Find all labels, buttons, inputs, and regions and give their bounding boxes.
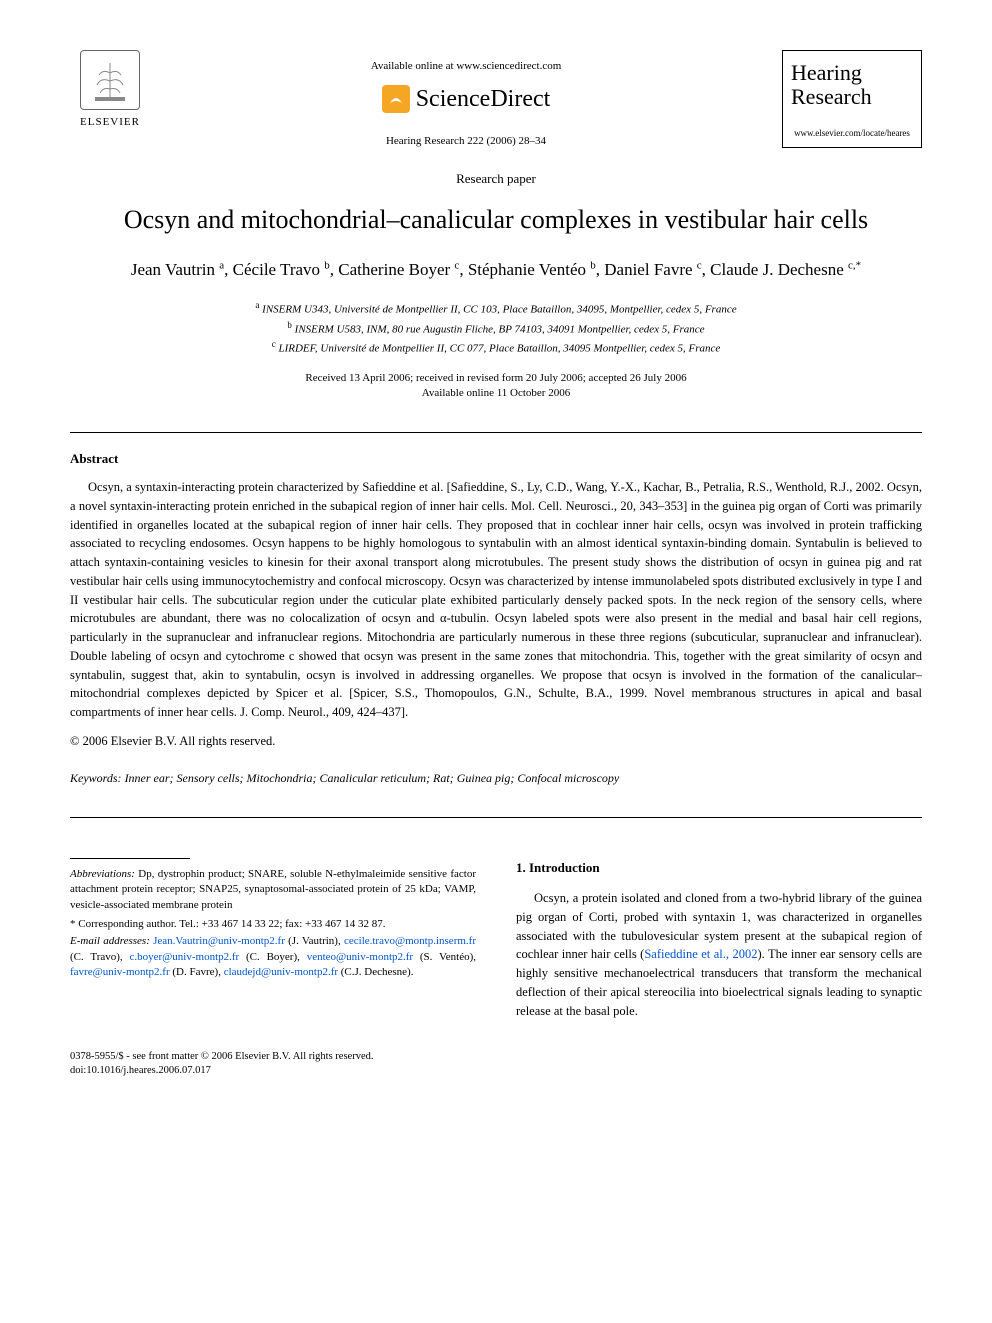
dates-block: Received 13 April 2006; received in revi… [70, 371, 922, 402]
dates-online: Available online 11 October 2006 [70, 386, 922, 401]
email-label: E-mail addresses: [70, 935, 150, 947]
keywords-label: Keywords: [70, 771, 122, 785]
keywords-text: Inner ear; Sensory cells; Mitochondria; … [122, 771, 620, 785]
journal-cover-title: Hearing Research [791, 61, 913, 109]
divider [70, 432, 922, 433]
elsevier-name: ELSEVIER [80, 114, 140, 131]
header-row: ELSEVIER Available online at www.science… [70, 50, 922, 149]
abstract-heading: Abstract [70, 449, 922, 469]
center-header: Available online at www.sciencedirect.co… [150, 50, 782, 149]
intro-heading: 1. Introduction [516, 858, 922, 878]
corr-label: * Corresponding author. [70, 918, 177, 930]
email-link[interactable]: Jean.Vautrin@univ-montp2.fr [153, 935, 285, 947]
email-link[interactable]: favre@univ-montp2.fr [70, 966, 170, 978]
sciencedirect-text: ScienceDirect [416, 81, 551, 117]
abbreviations-footnote: Abbreviations: Dp, dystrophin product; S… [70, 867, 476, 913]
left-column: Abbreviations: Dp, dystrophin product; S… [70, 858, 476, 1021]
affiliations: a INSERM U343, Université de Montpellier… [70, 299, 922, 356]
page-container: ELSEVIER Available online at www.science… [0, 0, 992, 1118]
abbrev-label: Abbreviations: [70, 868, 135, 880]
intro-paragraph: Ocsyn, a protein isolated and cloned fro… [516, 889, 922, 1020]
available-online-text: Available online at www.sciencedirect.co… [150, 58, 782, 75]
email-link[interactable]: c.boyer@univ-montp2.fr [129, 951, 239, 963]
email-footnote: E-mail addresses: Jean.Vautrin@univ-mont… [70, 934, 476, 980]
corr-text: Tel.: +33 467 14 33 22; fax: +33 467 14 … [177, 918, 386, 930]
sciencedirect-icon [382, 85, 410, 113]
abstract-copyright: © 2006 Elsevier B.V. All rights reserved… [70, 732, 922, 751]
two-column-layout: Abbreviations: Dp, dystrophin product; S… [70, 858, 922, 1021]
footer-line2: doi:10.1016/j.heares.2006.07.017 [70, 1064, 922, 1078]
elsevier-logo: ELSEVIER [70, 50, 150, 140]
email-link[interactable]: cecile.travo@montp.inserm.fr [344, 935, 476, 947]
intro-citation-link[interactable]: Safieddine et al., 2002 [644, 947, 757, 961]
corresponding-footnote: * Corresponding author. Tel.: +33 467 14… [70, 917, 476, 932]
footer-bar: 0378-5955/$ - see front matter © 2006 El… [70, 1050, 922, 1077]
sciencedirect-logo: ScienceDirect [382, 81, 551, 117]
elsevier-tree-icon [80, 50, 140, 110]
right-column: 1. Introduction Ocsyn, a protein isolate… [516, 858, 922, 1021]
email-link[interactable]: claudejd@univ-montp2.fr [224, 966, 338, 978]
journal-url: www.elsevier.com/locate/heares [791, 127, 913, 141]
abstract-body: Ocsyn, a syntaxin-interacting protein ch… [70, 478, 922, 722]
footnote-rule [70, 858, 190, 859]
journal-reference: Hearing Research 222 (2006) 28–34 [150, 133, 782, 150]
email-link[interactable]: venteo@univ-montp2.fr [307, 951, 413, 963]
keywords-line: Keywords: Inner ear; Sensory cells; Mito… [70, 769, 922, 787]
paper-title: Ocsyn and mitochondrial–canalicular comp… [70, 203, 922, 237]
dates-received: Received 13 April 2006; received in revi… [70, 371, 922, 386]
divider-2 [70, 817, 922, 818]
footer-line1: 0378-5955/$ - see front matter © 2006 El… [70, 1050, 922, 1064]
abstract-text: Ocsyn, a syntaxin-interacting protein ch… [70, 478, 922, 722]
paper-type: Research paper [70, 169, 922, 189]
journal-cover-box: Hearing Research www.elsevier.com/locate… [782, 50, 922, 148]
authors-line: Jean Vautrin a, Cécile Travo b, Catherin… [70, 256, 922, 283]
